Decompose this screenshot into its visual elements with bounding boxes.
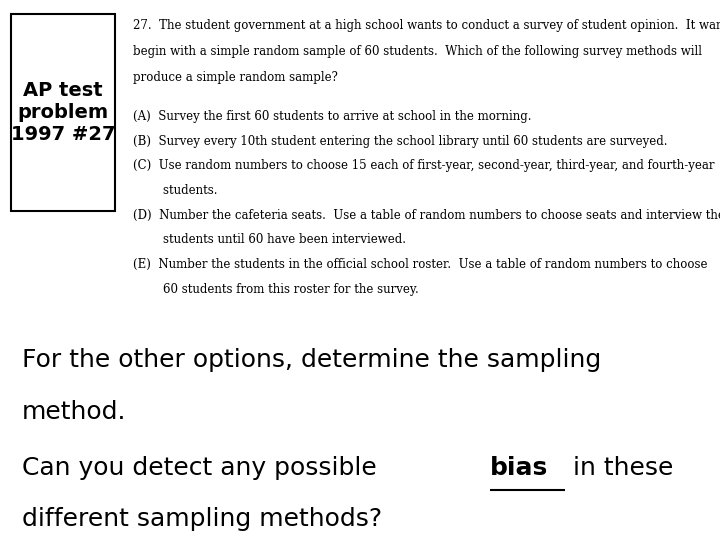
Text: method.: method. <box>22 400 126 423</box>
Text: bias: bias <box>490 456 548 480</box>
Text: For the other options, determine the sampling: For the other options, determine the sam… <box>22 348 601 372</box>
Text: AP test
problem
1997 #27: AP test problem 1997 #27 <box>11 80 115 144</box>
Text: (E)  Number the students in the official school roster.  Use a table of random n: (E) Number the students in the official … <box>133 258 708 271</box>
Text: students.: students. <box>133 184 217 197</box>
Text: in these: in these <box>564 456 673 480</box>
Text: begin with a simple random sample of 60 students.  Which of the following survey: begin with a simple random sample of 60 … <box>133 45 702 58</box>
Text: students until 60 have been interviewed.: students until 60 have been interviewed. <box>133 233 406 246</box>
Text: produce a simple random sample?: produce a simple random sample? <box>133 71 338 84</box>
Text: Can you detect any possible: Can you detect any possible <box>22 456 384 480</box>
FancyBboxPatch shape <box>11 14 115 211</box>
Text: 60 students from this roster for the survey.: 60 students from this roster for the sur… <box>133 282 419 295</box>
Text: different sampling methods?: different sampling methods? <box>22 508 382 531</box>
Text: (B)  Survey every 10th student entering the school library until 60 students are: (B) Survey every 10th student entering t… <box>133 135 667 148</box>
Text: 27.  The student government at a high school wants to conduct a survey of studen: 27. The student government at a high sch… <box>133 19 720 32</box>
Text: (C)  Use random numbers to choose 15 each of first-year, second-year, third-year: (C) Use random numbers to choose 15 each… <box>133 159 715 172</box>
Text: (D)  Number the cafeteria seats.  Use a table of random numbers to choose seats : (D) Number the cafeteria seats. Use a ta… <box>133 208 720 221</box>
Text: (A)  Survey the first 60 students to arrive at school in the morning.: (A) Survey the first 60 students to arri… <box>133 110 531 123</box>
